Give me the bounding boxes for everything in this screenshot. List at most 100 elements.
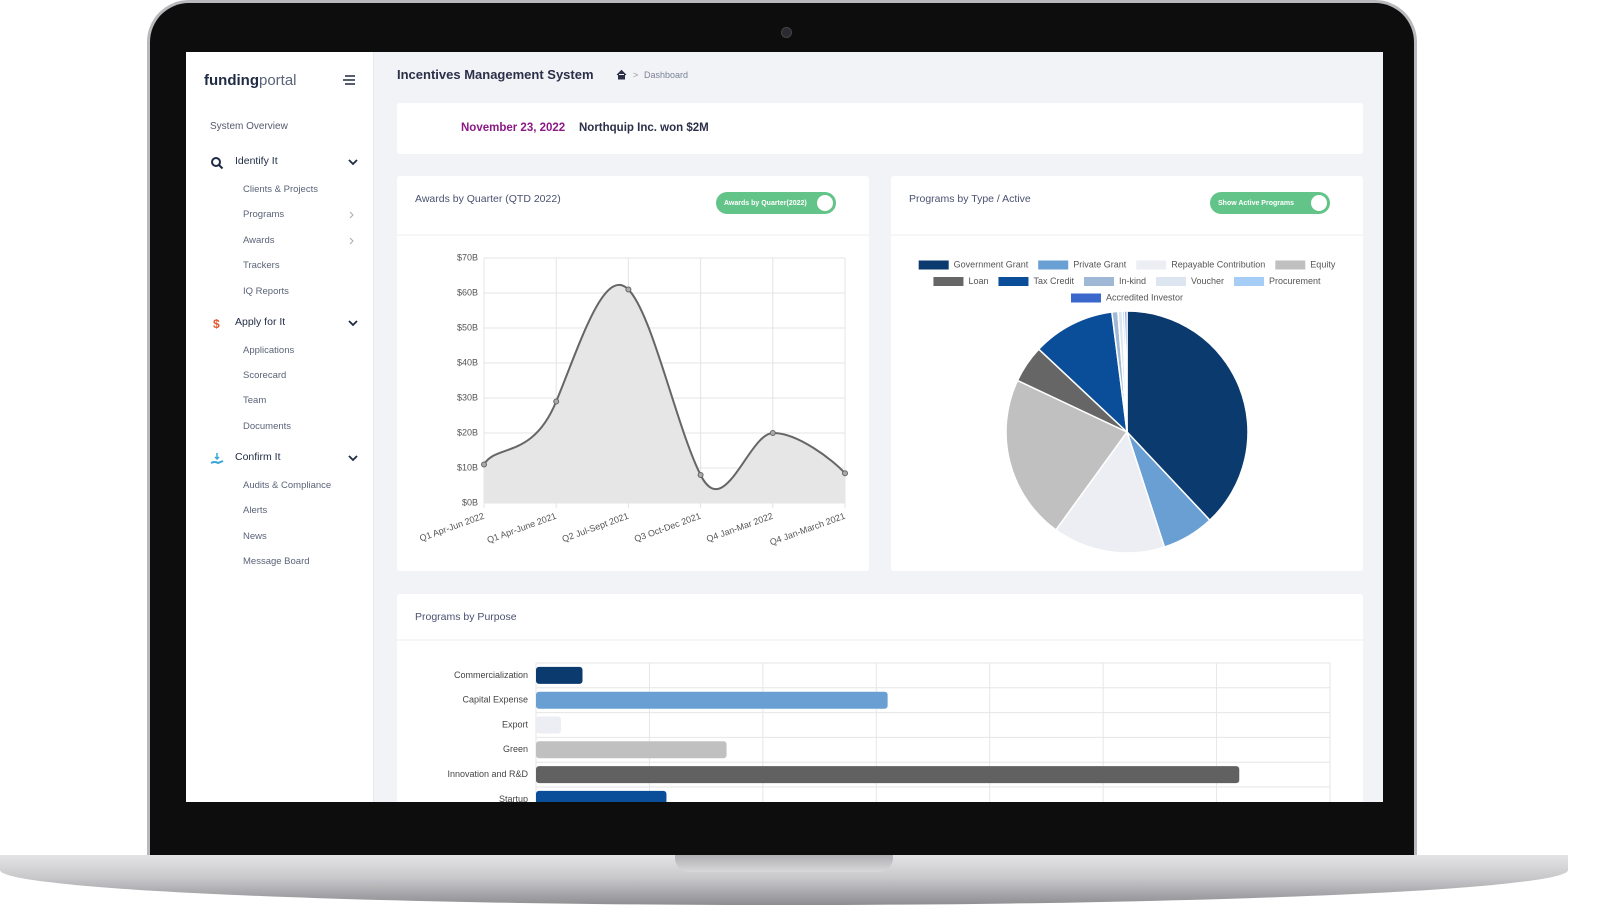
section-icon: $: [213, 317, 220, 331]
legend-label: Tax Credit: [1033, 276, 1074, 286]
legend-item: In-kind: [1083, 276, 1146, 286]
point: [769, 430, 776, 436]
y-tick-label: $10B: [457, 462, 478, 472]
nav-section[interactable]: Confirm It: [235, 450, 281, 463]
nav-item[interactable]: Alerts: [243, 505, 268, 517]
pie-slice: [1037, 311, 1129, 434]
y-tick-label: $0B: [462, 497, 478, 507]
legend-swatch: [1275, 260, 1306, 270]
legend-swatch: [933, 277, 964, 286]
bar: [536, 766, 1240, 784]
screen: fundingportal System Overview Identify I…: [186, 52, 1383, 802]
card-title: Programs by Purpose: [415, 611, 517, 623]
toggle-knob: [1311, 195, 1327, 211]
legend-label: Repayable Contribution: [1171, 259, 1265, 269]
y-tick-label: Export: [502, 719, 529, 729]
toggle[interactable]: [716, 192, 836, 214]
nav-item[interactable]: Audits & Compliance: [243, 479, 332, 491]
brand-bold: funding: [204, 72, 259, 89]
brand-light: portal: [258, 72, 297, 89]
legend-label: Voucher: [1191, 276, 1224, 286]
x-tick-label: Q4 Jan-March 2021: [768, 511, 846, 548]
pie-slice: [1126, 310, 1249, 522]
legend-swatch: [1038, 260, 1069, 270]
nav-item[interactable]: IQ Reports: [243, 285, 289, 297]
nav-item[interactable]: Programs: [243, 209, 285, 221]
banner-date: November 23, 2022: [461, 122, 566, 134]
legend-item: Loan: [933, 276, 988, 286]
toggle-label: Show Active Programs: [1218, 200, 1294, 207]
y-tick-label: $20B: [457, 427, 478, 437]
point: [553, 398, 560, 405]
nav-section[interactable]: Apply for It: [235, 315, 286, 328]
nav-item[interactable]: Scorecard: [243, 370, 287, 381]
bar: [536, 691, 888, 709]
legend-swatch: [998, 277, 1029, 286]
y-tick-label: Startup: [499, 794, 528, 802]
x-tick-label: Q3 Oct-Dec 2021: [633, 511, 702, 544]
legend-label: Loan: [968, 276, 988, 286]
submenu-arrow: [349, 237, 354, 245]
brand[interactable]: fundingportal: [204, 72, 297, 89]
legend-item: Equity: [1275, 259, 1336, 270]
legend-item: Private Grant: [1038, 259, 1127, 270]
y-tick-label: Green: [503, 744, 528, 754]
section-icon: [211, 157, 224, 170]
y-tick-label: $60B: [457, 287, 478, 297]
legend-swatch: [1136, 260, 1167, 270]
legend-label: Procurement: [1269, 276, 1321, 286]
bar: [536, 716, 561, 734]
banner-card: November 23, 2022 Northquip Inc. won $2M: [397, 103, 1363, 154]
y-tick-label: Innovation and R&D: [447, 769, 528, 779]
banner-message: Northquip Inc. won $2M: [579, 122, 709, 134]
chevron[interactable]: [348, 319, 358, 327]
legend-item: Voucher: [1156, 276, 1224, 286]
legend-swatch: [1070, 293, 1101, 303]
y-tick-label: Commercialization: [454, 670, 528, 680]
toggle[interactable]: [1210, 192, 1330, 214]
laptop-notch: [675, 855, 893, 872]
chevron[interactable]: [348, 158, 358, 166]
legend-item: Tax Credit: [998, 276, 1074, 286]
legend-swatch: [1234, 277, 1265, 286]
nav-item[interactable]: Awards: [243, 234, 275, 246]
bar: [536, 666, 583, 684]
legend-item: Government Grant: [918, 259, 1029, 270]
legend-item: Accredited Investor: [1070, 292, 1183, 303]
submenu-arrow: [349, 212, 354, 219]
point: [697, 472, 704, 478]
nav-item[interactable]: News: [243, 530, 267, 542]
nav-item[interactable]: Message Board: [243, 556, 310, 567]
nav-item[interactable]: Clients & Projects: [243, 184, 318, 195]
breadcrumb-home[interactable]: >: [616, 69, 646, 81]
breadcrumb[interactable]: Dashboard: [644, 70, 689, 80]
toggle-label: Awards by Quarter(2022): [724, 200, 807, 207]
legend-item: Procurement: [1234, 276, 1321, 286]
y-tick-label: $40B: [457, 357, 478, 367]
pie-slice: [1054, 430, 1166, 554]
nav-item[interactable]: Applications: [243, 344, 295, 356]
legend-item: Repayable Contribution: [1136, 259, 1265, 270]
nav-item[interactable]: Team: [243, 395, 267, 407]
bar: [536, 790, 667, 802]
y-tick-label: Capital Expense: [462, 695, 528, 705]
charts: Awards by Quarter (QTD 2022) Awards by Qu…: [397, 192, 1363, 802]
legend-swatch: [1083, 277, 1114, 286]
section-icon: [210, 452, 224, 464]
nav-overview[interactable]: System Overview: [210, 121, 288, 132]
menu-icon[interactable]: [342, 74, 356, 86]
svg-text:>: >: [633, 70, 638, 80]
card-title: Awards by Quarter (QTD 2022): [415, 193, 561, 205]
camera: [781, 27, 792, 38]
sidebar: fundingportal System Overview Identify I…: [186, 52, 374, 802]
chevron[interactable]: [348, 454, 358, 462]
page-title: Incentives Management System: [397, 67, 594, 82]
nav-section[interactable]: Identify It: [235, 155, 278, 167]
legend-swatch: [918, 260, 949, 270]
nav-item[interactable]: Trackers: [243, 260, 280, 272]
svg-text:$: $: [213, 317, 220, 331]
area: [484, 284, 845, 503]
legend-swatch: [1156, 277, 1186, 286]
nav-item[interactable]: Documents: [243, 420, 292, 432]
